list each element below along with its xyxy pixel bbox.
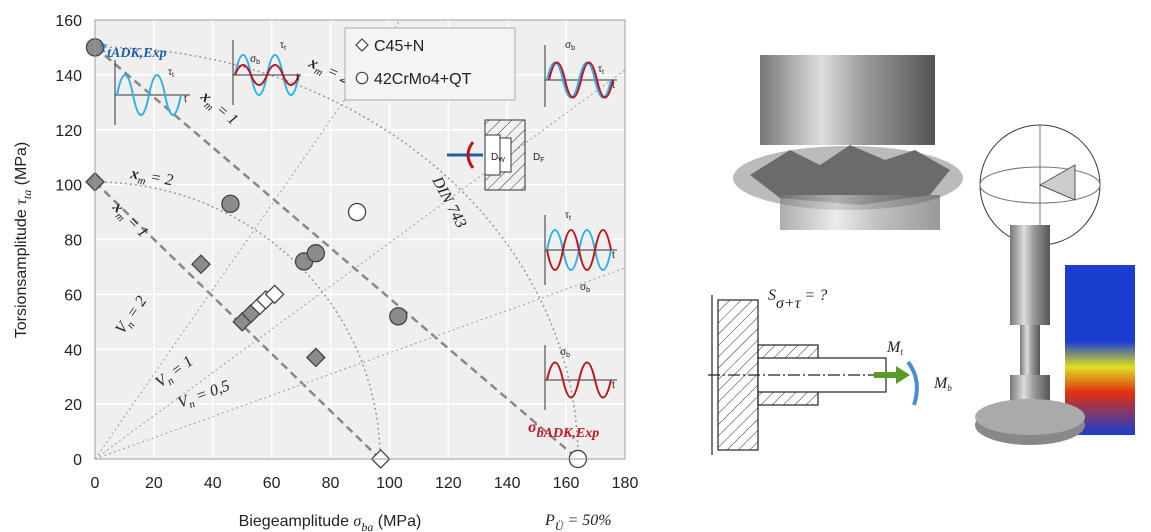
y-tick-label: 20 — [64, 397, 82, 414]
inset-label: t — [296, 72, 299, 83]
tau-exp-label: τtADK,Exp — [100, 39, 167, 61]
inset-label: τt — [168, 67, 174, 79]
test-specimen — [975, 124, 1135, 445]
x-tick-label: 100 — [376, 475, 403, 492]
inset-label: t — [184, 94, 187, 105]
question: Sσ+τ = ? — [768, 287, 827, 312]
inset-label: τt — [565, 210, 571, 222]
moment-label: Mb — [933, 375, 952, 393]
y-tick-label: 140 — [55, 68, 82, 85]
y-tick-label: 60 — [64, 287, 82, 304]
x-tick-label: 40 — [204, 475, 222, 492]
xm-label: xm = 2 — [128, 165, 175, 192]
inset-label: τt — [280, 40, 286, 52]
x-axis-title: Biegeamplitude σba (MPa) — [239, 513, 422, 532]
inset-label: σb — [580, 282, 590, 294]
xm-label: xm = 1 — [195, 87, 241, 130]
y-tick-label: 0 — [73, 452, 82, 469]
x-tick-label: 140 — [494, 475, 521, 492]
plot-frame — [94, 19, 626, 460]
inset-label: DF — [533, 152, 545, 164]
inset-label: σb — [565, 40, 575, 52]
legend-marker — [355, 71, 369, 85]
x-tick-label: 180 — [612, 475, 639, 492]
point — [264, 284, 285, 305]
point — [347, 202, 367, 222]
inset-label: t — [612, 250, 615, 261]
specimen-photo — [733, 55, 963, 230]
inset-label: t — [612, 80, 615, 91]
y-tick-label: 160 — [55, 13, 82, 30]
legend-marker — [355, 38, 369, 52]
inset-label: σb — [250, 54, 260, 66]
y-tick-label: 120 — [55, 123, 82, 140]
x-tick-label: 0 — [91, 475, 100, 492]
x-tick-label: 80 — [322, 475, 340, 492]
point — [221, 194, 240, 214]
y-tick-label: 40 — [64, 342, 82, 359]
x-tick-label: 20 — [145, 475, 163, 492]
legend-label: 42CrMo4+QT — [374, 71, 472, 88]
x-tick-label: 60 — [263, 475, 281, 492]
inset-labels: τt t τt σb t σb τt t τt t σb σb t DW DF — [168, 40, 615, 391]
legend-label: C45+N — [374, 38, 424, 55]
probability-label: PÜ = 50% — [544, 512, 612, 532]
inset-label: t — [612, 380, 615, 391]
y-axis-title: Torsionsamplitude τta (MPa) — [13, 142, 34, 338]
x-tick-label: 120 — [435, 475, 462, 492]
y-tick-label: 100 — [55, 178, 82, 195]
point — [306, 244, 326, 263]
point — [191, 254, 211, 275]
y-tick-label: 80 — [64, 233, 82, 250]
point — [305, 347, 326, 368]
inset-label: σb — [560, 347, 570, 359]
moment-label: Mt — [886, 339, 903, 357]
insets — [114, 40, 617, 410]
shaft-drawing — [708, 295, 919, 455]
legend-box — [344, 27, 516, 101]
sigma-exp-label: σbADK,Exp — [528, 419, 599, 441]
inset-label: DW — [491, 152, 505, 164]
point — [389, 307, 408, 326]
inset-label: τt — [598, 64, 604, 76]
x-tick-label: 160 — [553, 475, 580, 492]
